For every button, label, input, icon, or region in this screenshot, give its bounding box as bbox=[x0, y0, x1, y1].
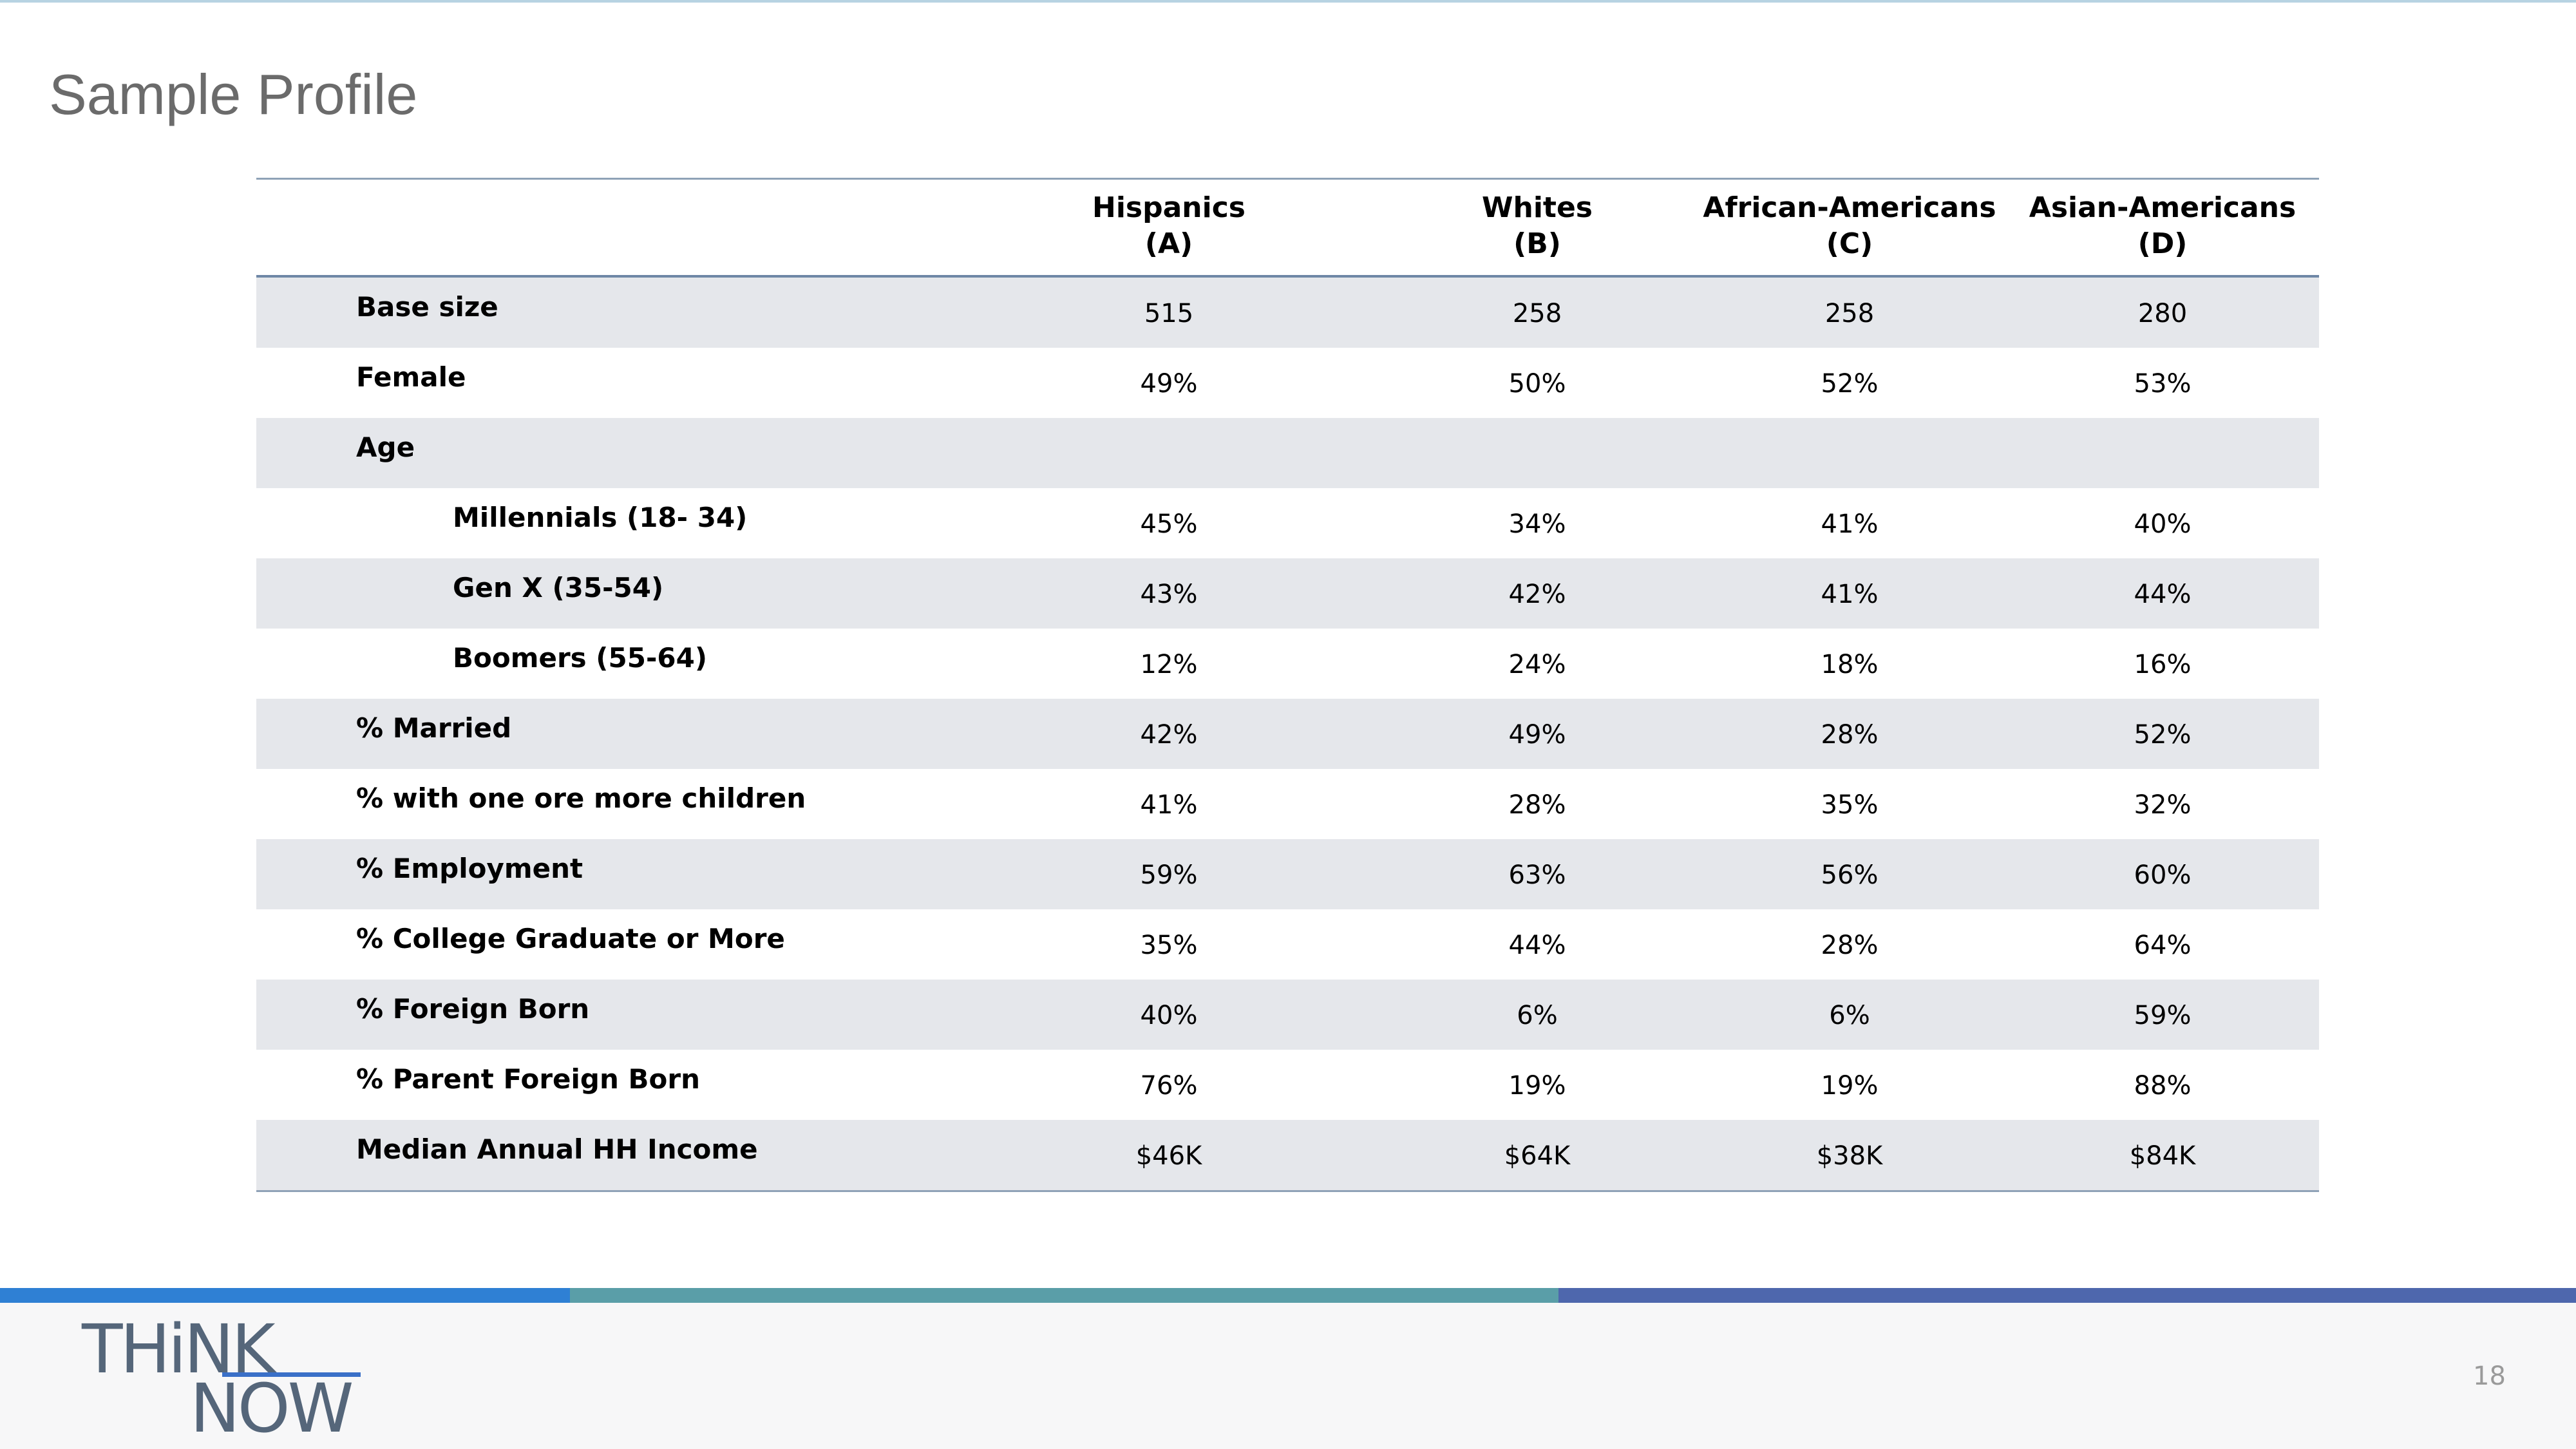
row-label: % Employment bbox=[356, 853, 583, 884]
column-header-code: (D) bbox=[2137, 227, 2188, 260]
table-row-age: Age bbox=[256, 418, 2319, 488]
table-row-employment: % Employment 59% 63% 56% 60% bbox=[256, 839, 2319, 909]
table-cell: 60% bbox=[2134, 860, 2192, 890]
footer-background bbox=[0, 1303, 2576, 1449]
table-cell: 258 bbox=[1824, 299, 1875, 328]
table-cell: 45% bbox=[1140, 509, 1198, 539]
table-cell: 52% bbox=[1821, 369, 1879, 399]
table-cell: 12% bbox=[1140, 650, 1198, 679]
table-cell: 42% bbox=[1140, 720, 1198, 750]
table-row-gen-x: Gen X (35-54) 43% 42% 41% 44% bbox=[256, 558, 2319, 629]
page-number: 18 bbox=[2473, 1361, 2506, 1391]
table-cell: 28% bbox=[1821, 720, 1879, 750]
table-row-parent-foreign-born: % Parent Foreign Born 76% 19% 19% 88% bbox=[256, 1050, 2319, 1120]
table-cell: 35% bbox=[1140, 931, 1198, 960]
table-cell: 40% bbox=[2134, 509, 2192, 539]
column-header-code: (B) bbox=[1513, 227, 1561, 260]
table-cell: 41% bbox=[1140, 790, 1198, 820]
row-label: Median Annual HH Income bbox=[356, 1133, 758, 1165]
table-cell: 76% bbox=[1140, 1071, 1198, 1101]
footer-bar-indigo bbox=[1558, 1288, 2576, 1303]
table-cell: 6% bbox=[1829, 1001, 1870, 1030]
table-row-married: % Married 42% 49% 28% 52% bbox=[256, 699, 2319, 769]
table-row-millennials: Millennials (18- 34) 45% 34% 41% 40% bbox=[256, 488, 2319, 558]
table-cell: 53% bbox=[2134, 369, 2192, 399]
table-header-row: Hispanics (A) Whites (B) African-America… bbox=[256, 180, 2319, 278]
table-cell: 41% bbox=[1821, 580, 1879, 609]
column-header-code: (A) bbox=[1144, 227, 1193, 260]
table-cell: 24% bbox=[1508, 650, 1566, 679]
table-cell: 63% bbox=[1508, 860, 1566, 890]
row-label: % Parent Foreign Born bbox=[356, 1063, 701, 1095]
table-cell: 40% bbox=[1140, 1001, 1198, 1030]
table-cell: 56% bbox=[1821, 860, 1879, 890]
table-cell: 19% bbox=[1508, 1071, 1566, 1101]
top-accent-line bbox=[0, 0, 2576, 3]
row-label: % Married bbox=[356, 712, 512, 744]
table-cell: 19% bbox=[1821, 1071, 1879, 1101]
table-cell: 280 bbox=[2137, 299, 2188, 328]
sample-profile-table: Hispanics (A) Whites (B) African-America… bbox=[256, 178, 2319, 1192]
table-cell: 44% bbox=[1508, 931, 1566, 960]
table-cell: 18% bbox=[1821, 650, 1879, 679]
table-cell: 49% bbox=[1140, 369, 1198, 399]
table-cell: 43% bbox=[1140, 580, 1198, 609]
table-row-boomers: Boomers (55-64) 12% 24% 18% 16% bbox=[256, 629, 2319, 699]
table-cell: 49% bbox=[1508, 720, 1566, 750]
column-header-asian-americans: Asian-Americans (D) bbox=[1995, 190, 2330, 262]
table-row-median-income: Median Annual HH Income $46K $64K $38K $… bbox=[256, 1120, 2319, 1190]
footer-bar-teal bbox=[570, 1288, 1558, 1303]
table-row-children: % with one ore more children 41% 28% 35%… bbox=[256, 769, 2319, 839]
column-header-whites: Whites (B) bbox=[1370, 190, 1705, 262]
slide-title: Sample Profile bbox=[49, 62, 418, 126]
column-header-name: African-Americans bbox=[1703, 191, 1996, 224]
table-cell: 34% bbox=[1508, 509, 1566, 539]
row-label: % with one ore more children bbox=[356, 782, 806, 814]
column-header-name: Whites bbox=[1481, 191, 1593, 224]
table-cell: 6% bbox=[1517, 1001, 1558, 1030]
logo-text-think: THiNK bbox=[82, 1310, 276, 1388]
table-cell: 28% bbox=[1821, 931, 1879, 960]
column-header-name: Hispanics bbox=[1092, 191, 1245, 224]
row-label: Female bbox=[356, 361, 466, 393]
table-cell: 88% bbox=[2134, 1071, 2192, 1101]
table-cell: 16% bbox=[2134, 650, 2192, 679]
table-cell: 42% bbox=[1508, 580, 1566, 609]
think-now-logo: THiNK NOW bbox=[82, 1310, 361, 1442]
table-cell: 41% bbox=[1821, 509, 1879, 539]
row-label: Base size bbox=[356, 291, 498, 323]
table-cell: 59% bbox=[1140, 860, 1198, 890]
row-label: Millennials (18- 34) bbox=[453, 502, 748, 533]
logo-text-now: NOW bbox=[190, 1369, 354, 1448]
table-cell: 44% bbox=[2134, 580, 2192, 609]
column-header-name: Asian-Americans bbox=[2029, 191, 2297, 224]
table-row-foreign-born: % Foreign Born 40% 6% 6% 59% bbox=[256, 980, 2319, 1050]
table-cell: 52% bbox=[2134, 720, 2192, 750]
table-cell: $46K bbox=[1135, 1141, 1202, 1171]
row-label: Gen X (35-54) bbox=[453, 572, 664, 603]
row-label: Boomers (55-64) bbox=[453, 642, 708, 674]
table-cell: 258 bbox=[1512, 299, 1562, 328]
table-cell: 35% bbox=[1821, 790, 1879, 820]
logo-accent-line bbox=[222, 1372, 361, 1377]
table-cell: 32% bbox=[2134, 790, 2192, 820]
table-cell: $38K bbox=[1816, 1141, 1883, 1171]
table-cell: 515 bbox=[1144, 299, 1194, 328]
table-cell: 50% bbox=[1508, 369, 1566, 399]
row-label: % College Graduate or More bbox=[356, 923, 785, 954]
table-row-female: Female 49% 50% 52% 53% bbox=[256, 348, 2319, 418]
column-header-code: (C) bbox=[1826, 227, 1873, 260]
column-header-african-americans: African-Americans (C) bbox=[1682, 190, 2017, 262]
column-header-hispanics: Hispanics (A) bbox=[1001, 190, 1336, 262]
table-cell: $64K bbox=[1504, 1141, 1571, 1171]
table-cell: 59% bbox=[2134, 1001, 2192, 1030]
row-label: % Foreign Born bbox=[356, 993, 590, 1025]
footer-bar-blue bbox=[0, 1288, 570, 1303]
table-row-college-graduate: % College Graduate or More 35% 44% 28% 6… bbox=[256, 909, 2319, 980]
table-row-base-size: Base size 515 258 258 280 bbox=[256, 278, 2319, 348]
table-cell: 28% bbox=[1508, 790, 1566, 820]
row-label: Age bbox=[356, 431, 415, 463]
table-cell: $84K bbox=[2129, 1141, 2196, 1171]
table-cell: 64% bbox=[2134, 931, 2192, 960]
